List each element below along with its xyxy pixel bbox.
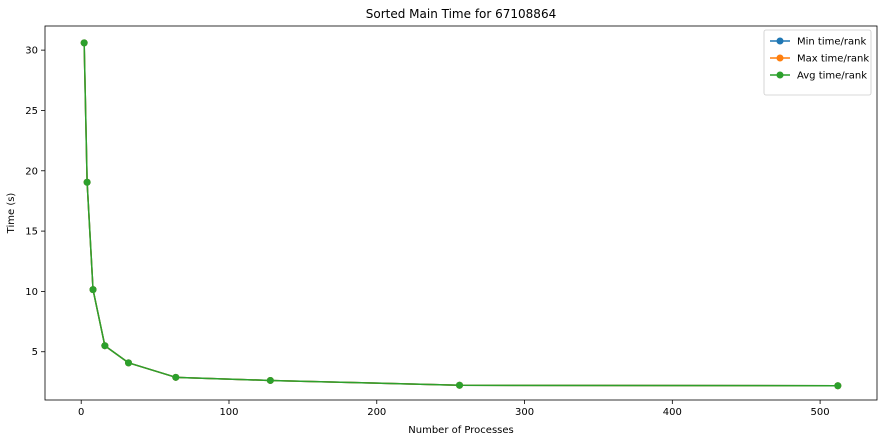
data-point [456, 381, 464, 389]
x-tick-label: 400 [663, 407, 682, 418]
plot-area: 0 100 200 300 400 500 5 10 15 20 25 30 [25, 25, 878, 418]
data-point [101, 342, 109, 350]
legend-label: Avg time/rank [797, 71, 867, 82]
y-axis-label: Time (s) [6, 193, 17, 235]
y-tick-label: 10 [25, 287, 38, 298]
y-tick-label: 25 [25, 106, 38, 117]
data-point [89, 286, 97, 294]
x-tick-label: 100 [219, 407, 238, 418]
x-axis-label: Number of Processes [408, 425, 513, 436]
data-point [83, 178, 91, 186]
legend-marker [776, 37, 784, 45]
axes-frame [44, 25, 878, 401]
y-tick-label: 30 [25, 46, 38, 57]
data-point [266, 376, 274, 384]
x-tick-label: 300 [515, 407, 534, 418]
legend-label: Max time/rank [797, 54, 869, 65]
x-tick-label: 0 [78, 407, 84, 418]
data-point [124, 359, 132, 367]
x-tick-label: 500 [811, 407, 830, 418]
y-tick-label: 15 [25, 227, 38, 238]
legend: Min time/rank Max time/rank Avg time/rank [763, 29, 872, 96]
legend-marker [776, 54, 784, 62]
chart-title: Sorted Main Time for 67108864 [366, 7, 556, 21]
legend-frame [763, 29, 872, 96]
legend-label: Min time/rank [797, 37, 866, 48]
x-tick-label: 200 [367, 407, 386, 418]
legend-marker [776, 71, 784, 79]
y-tick-label: 5 [32, 347, 38, 358]
data-point [172, 373, 180, 381]
data-point [834, 382, 842, 390]
data-point [80, 39, 88, 47]
y-tick-label: 20 [25, 166, 38, 177]
